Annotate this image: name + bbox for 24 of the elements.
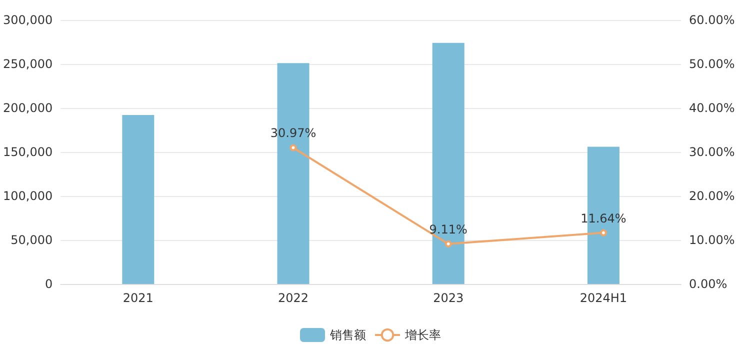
y-tick-label: 100,000	[3, 189, 53, 203]
bar	[122, 115, 154, 284]
y-tick-label: 150,000	[3, 145, 53, 159]
y-tick-label: 50,000	[10, 233, 53, 247]
legend-label: 销售额	[329, 328, 366, 342]
legend-label: 增长率	[404, 328, 441, 342]
point	[290, 144, 297, 152]
y2-tick-label: 40.00%	[689, 101, 735, 115]
point	[444, 240, 452, 248]
y-tick-label: 0	[44, 277, 53, 291]
point	[600, 229, 607, 236]
y2-tick-label: 50.00%	[689, 57, 735, 71]
y-tick-label: 200,000	[3, 101, 53, 115]
y-tick-label: 300,000	[3, 13, 53, 27]
y2-tick-label: 30.00%	[689, 145, 735, 159]
x-tick-label: 2022	[278, 291, 309, 305]
y-tick-label: 250,000	[3, 57, 53, 71]
x-tick-label: 2021	[122, 291, 154, 305]
x-tick-label: 2024H1	[580, 291, 628, 305]
x-tick-label: 2023	[433, 291, 464, 305]
y2-tick-label: 60.00%	[689, 13, 735, 27]
y2-tick-label: 0.00%	[689, 277, 728, 291]
y2-tick-label: 20.00%	[689, 189, 735, 203]
y2-tick-label: 10.00%	[689, 233, 735, 247]
